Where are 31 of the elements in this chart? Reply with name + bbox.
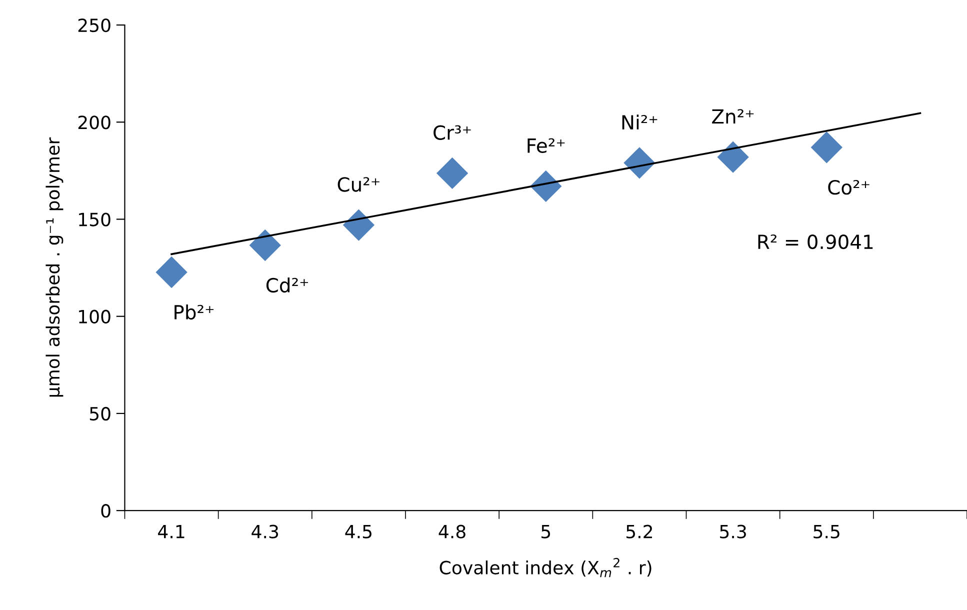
y-tick-label: 150 bbox=[79, 212, 110, 226]
point bbox=[249, 229, 281, 262]
annotation: Cd²⁺ bbox=[266, 278, 308, 293]
annotation: Pb²⁺ bbox=[174, 304, 214, 320]
annotation: Co²⁺ bbox=[828, 180, 870, 195]
x-tick-label: 4.8 bbox=[438, 524, 466, 538]
y-axis-title: µmol adsorbed . g⁻¹ polymer bbox=[46, 137, 64, 397]
x-tick-label: 4.5 bbox=[345, 525, 372, 538]
x-tick-label: 4.1 bbox=[158, 525, 184, 538]
annotation: R² = 0.9041 bbox=[758, 234, 873, 250]
annotation: Cu²⁺ bbox=[338, 177, 380, 192]
x-axis-title: Covalent index (X$_{m}$$^{2}$ . r) bbox=[440, 558, 652, 578]
x-tick-label: 4.3 bbox=[252, 524, 278, 538]
y-tick-label: 0 bbox=[101, 504, 110, 518]
annotation: Zn²⁺ bbox=[712, 109, 754, 124]
x-tick-label: 5.5 bbox=[814, 525, 840, 538]
x-tick-label: 5.3 bbox=[720, 524, 746, 538]
point bbox=[717, 141, 749, 173]
annotation: Fe²⁺ bbox=[528, 138, 565, 153]
point bbox=[342, 209, 375, 241]
x-tick-label: 5 bbox=[542, 525, 550, 538]
annotation: Cr³⁺ bbox=[434, 125, 471, 140]
y-tick-label: 100 bbox=[79, 310, 110, 324]
x-tick-label: 5.2 bbox=[626, 524, 652, 538]
annotation: Ni²⁺ bbox=[622, 114, 658, 130]
point bbox=[436, 157, 468, 190]
point bbox=[810, 132, 842, 164]
point bbox=[156, 256, 188, 288]
y-tick-label: 250 bbox=[78, 18, 110, 32]
y-tick-label: 50 bbox=[90, 406, 110, 421]
y-tick-label: 200 bbox=[78, 116, 110, 130]
